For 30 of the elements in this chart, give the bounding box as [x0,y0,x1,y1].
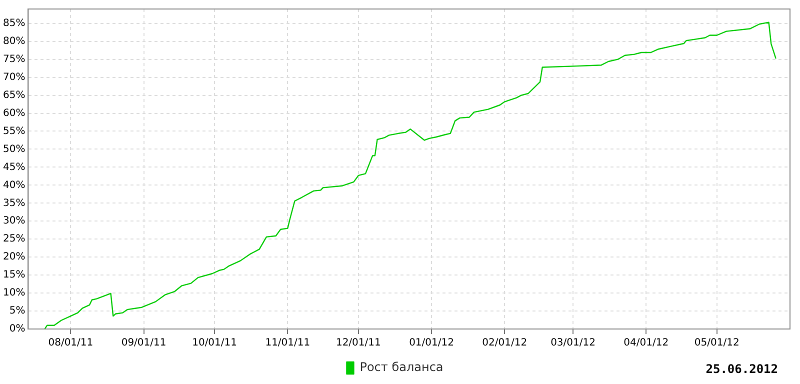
x-tick-label: 09/01/11 [121,338,166,349]
y-tick-label: 0% [9,324,26,335]
y-tick-label: 40% [2,180,26,191]
y-tick-label: 15% [2,270,26,281]
x-tick-label: 12/01/11 [336,338,381,349]
y-tick-label: 65% [2,90,26,101]
y-tick-label: 20% [2,252,26,263]
x-tick-label: 05/01/12 [694,338,740,349]
x-tick-label: 03/01/12 [550,338,596,349]
y-tick-label: 50% [2,144,26,155]
y-tick-label: 10% [2,288,26,299]
y-tick-label: 45% [2,162,26,173]
y-tick-label: 25% [2,234,26,245]
y-tick-label: 85% [2,18,26,29]
y-tick-label: 70% [2,72,26,83]
y-tick-label: 80% [2,36,26,47]
y-tick-label: 5% [9,306,26,317]
legend-label: Рост баланса [360,360,444,374]
y-tick-label: 55% [2,126,26,137]
y-tick-label: 30% [2,216,26,227]
y-tick-label: 75% [2,54,26,65]
y-tick-label: 35% [2,198,26,209]
x-tick-label: 02/01/12 [482,338,528,349]
x-tick-label: 11/01/11 [265,338,310,349]
x-tick-label: 01/01/12 [409,338,454,349]
x-tick-label: 08/01/11 [48,338,94,349]
x-tick-label: 10/01/11 [192,338,238,349]
text: 25.06.2012 [706,362,778,376]
x-tick-label: 04/01/12 [624,338,669,349]
y-tick-label: 60% [2,108,26,119]
